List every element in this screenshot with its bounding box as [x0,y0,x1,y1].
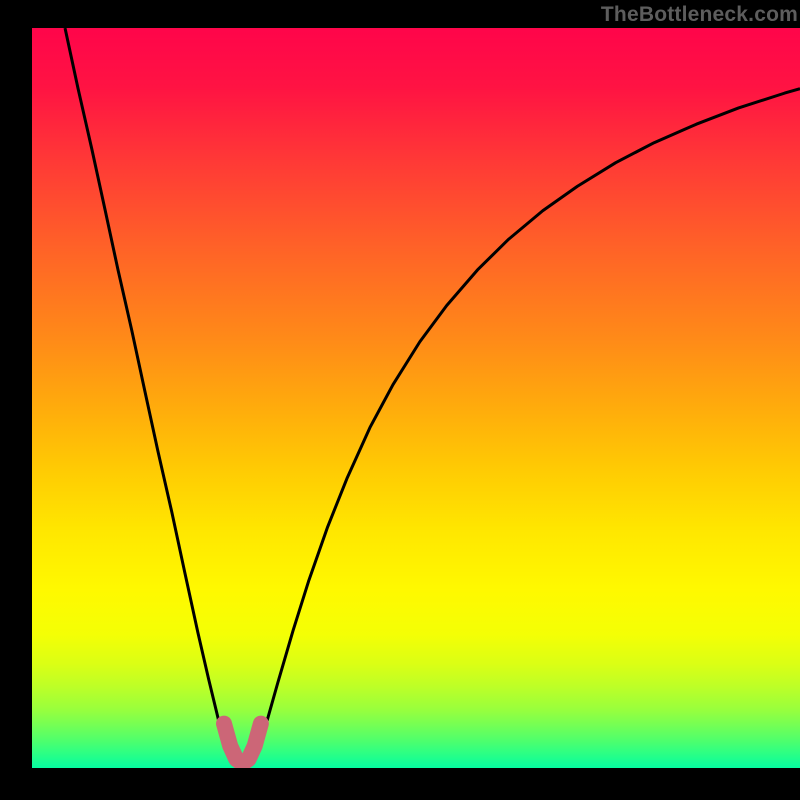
plot-frame: TheBottleneck.com [0,0,800,800]
chart-svg [0,0,800,800]
watermark-text: TheBottleneck.com [601,3,798,27]
